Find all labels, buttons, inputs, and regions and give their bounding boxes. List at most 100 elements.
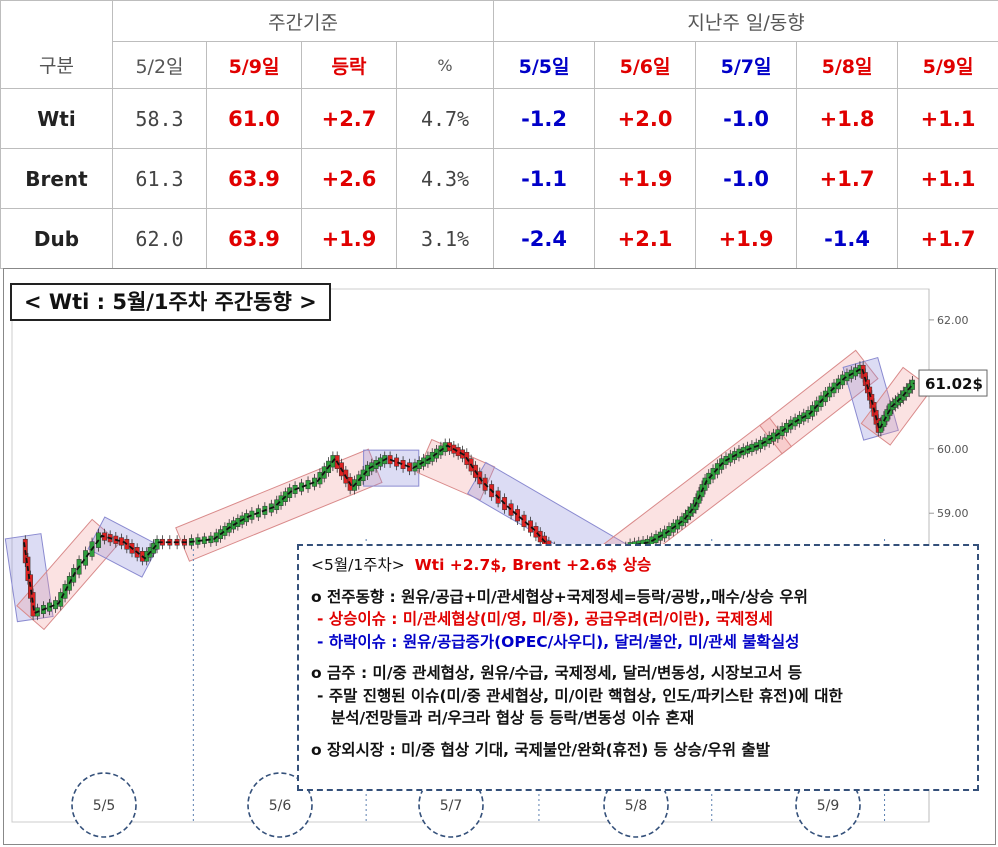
day-header-5: 5/9일 xyxy=(897,41,998,89)
table-row: Wti 58.3 61.0 +2.7 4.7% -1.2 +2.0 -1.0 +… xyxy=(0,88,998,149)
candle xyxy=(360,469,366,482)
daily-value: -2.4 xyxy=(493,208,596,269)
wti-chart-panel: 62.0061.0060.0059.0061.02$5/55/65/75/85/… xyxy=(3,268,996,845)
summary-offhours: o 장외시장 : 미/중 협상 기대, 국제불안/완화(휴전) 등 상승/우위 … xyxy=(311,740,770,759)
x-tick-label: 5/7 xyxy=(440,798,463,814)
price-trend-line xyxy=(23,366,915,615)
day-circle xyxy=(247,772,313,838)
candle xyxy=(909,379,915,390)
candle xyxy=(827,386,833,398)
prev-value: 58.3 xyxy=(112,88,207,149)
y-tick-label: 59.00 xyxy=(937,507,969,520)
candle xyxy=(222,526,228,536)
curr-value: 61.0 xyxy=(206,88,302,149)
daily-value: +1.9 xyxy=(594,148,697,209)
daily-value: +1.1 xyxy=(897,88,998,149)
candle xyxy=(244,513,249,523)
candle xyxy=(53,600,58,610)
day-header-1: 5/5일 xyxy=(493,41,596,89)
candle xyxy=(305,480,311,490)
daily-value: -1.1 xyxy=(493,148,596,209)
summary-week-trend: o 전주동향 : 원유/공급+미/관세협상+국제정세=등락/공방,,매수/상승 … xyxy=(311,587,808,606)
daily-value: -1.4 xyxy=(796,208,899,269)
last-price-box xyxy=(918,369,988,397)
table-row: Dub 62.0 63.9 +1.9 3.1% -2.4 +2.1 +1.9 -… xyxy=(0,208,998,269)
candle xyxy=(521,514,527,527)
y-tick-label: 62.00 xyxy=(937,314,969,327)
daily-value: +1.7 xyxy=(897,208,998,269)
y-tick-label: 60.00 xyxy=(937,443,969,456)
day-header-2: 5/6일 xyxy=(594,41,697,89)
candle xyxy=(58,592,64,607)
prev-date-header: 5/2일 xyxy=(112,41,207,89)
candle xyxy=(429,451,435,462)
curr-value: 63.9 xyxy=(206,208,302,269)
daily-value: +2.0 xyxy=(594,88,697,149)
row-label: Wti xyxy=(0,88,113,149)
category-header: 구분 xyxy=(0,41,113,89)
prev-value: 62.0 xyxy=(112,208,207,269)
daily-value: +1.7 xyxy=(796,148,899,209)
x-tick-label: 5/6 xyxy=(269,798,292,814)
pct-value: 4.3% xyxy=(395,148,495,209)
weekly-group-header: 주간기준 xyxy=(111,0,495,42)
candle xyxy=(710,468,716,480)
row-label: Dub xyxy=(0,208,113,269)
change-header: 등락 xyxy=(301,41,397,89)
prev-value: 61.3 xyxy=(112,148,207,209)
summary-week-label: <5월/1주차> xyxy=(311,556,405,574)
summary-headline: Wti +2.7$, Brent +2.6$ 상승 xyxy=(414,556,652,574)
pct-header: % xyxy=(395,41,495,89)
candle xyxy=(508,503,514,516)
daily-value: -1.0 xyxy=(695,148,798,209)
curr-value: 63.9 xyxy=(206,148,302,209)
x-tick-label: 5/5 xyxy=(93,798,116,814)
price-summary-table: 주간기준 지난주 일/동향 구분 5/2일 5/9일 등락 % 5/5일 5/6… xyxy=(0,0,998,269)
pct-value: 4.7% xyxy=(395,88,495,149)
candle xyxy=(83,550,89,566)
summary-down-issues: - 하락이슈 : 원유/공급증가(OPEC/사우디), 달러/불안, 미/관세 … xyxy=(317,632,800,651)
candle xyxy=(515,509,521,522)
candle xyxy=(62,584,68,599)
candle xyxy=(675,519,681,530)
summary-header: <5월/1주차> Wti +2.7$, Brent +2.6$ 상승 xyxy=(311,554,965,577)
candle xyxy=(784,422,789,433)
day-circle xyxy=(71,772,137,838)
day-header-4: 5/8일 xyxy=(796,41,899,89)
candle xyxy=(154,538,160,550)
daily-value: -1.0 xyxy=(695,88,798,149)
change-value: +2.7 xyxy=(301,88,397,149)
candle xyxy=(278,495,284,507)
daily-value: +2.1 xyxy=(594,208,697,269)
candle xyxy=(706,472,712,485)
table-row: Brent 61.3 63.9 +2.6 4.3% -1.1 +1.9 -1.0… xyxy=(0,148,998,209)
curr-date-header: 5/9일 xyxy=(206,41,302,89)
summary-this-week: o 금주 : 미/중 관세협상, 원유/수급, 국제정세, 달러/변동성, 시장… xyxy=(311,664,802,682)
summary-weekend-issues-1: - 주말 진행된 이슈(미/중 관세협상, 미/이란 핵협상, 인도/파키스탄 … xyxy=(317,686,843,705)
last-price-label: 61.02$ xyxy=(925,375,983,393)
candle xyxy=(30,592,36,617)
daily-value: +1.8 xyxy=(796,88,899,149)
daily-value: +1.9 xyxy=(695,208,798,269)
candle xyxy=(442,442,448,453)
candle xyxy=(364,464,370,477)
change-value: +1.9 xyxy=(301,208,397,269)
downtrend-channel xyxy=(363,449,420,487)
weekly-summary-box: <5월/1주차> Wti +2.7$, Brent +2.6$ 상승 o 전주동… xyxy=(297,544,979,791)
candle xyxy=(533,526,539,538)
candle xyxy=(537,530,543,543)
corner-cell xyxy=(0,0,113,42)
daily-group-header: 지난주 일/동향 xyxy=(493,0,998,42)
day-header-3: 5/7일 xyxy=(695,41,798,89)
pct-value: 3.1% xyxy=(395,208,495,269)
change-value: +2.6 xyxy=(301,148,397,209)
row-label: Brent xyxy=(0,148,113,209)
candle xyxy=(528,520,533,533)
daily-value: +1.1 xyxy=(897,148,998,209)
daily-value: -1.2 xyxy=(493,88,596,149)
chart-title: < Wti : 5월/1주차 주간동향 > xyxy=(10,283,331,321)
summary-weekend-issues-2: 분석/전망들과 러/우크라 협상 등 등락/변동성 이슈 혼재 xyxy=(331,709,695,727)
summary-up-issues: - 상승이슈 : 미/관세협상(미/영, 미/중), 공급우려(러/이란), 국… xyxy=(317,610,773,628)
x-tick-label: 5/8 xyxy=(625,798,648,814)
x-tick-label: 5/9 xyxy=(817,798,840,814)
